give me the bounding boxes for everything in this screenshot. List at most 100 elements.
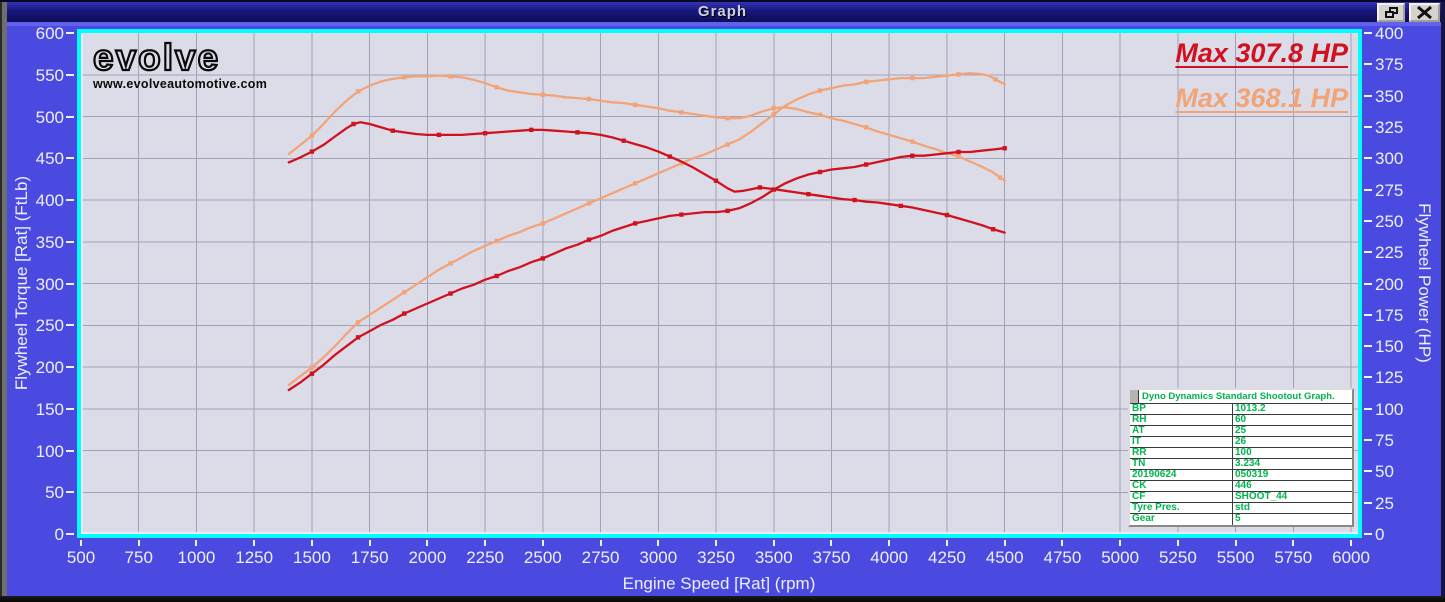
table-row: RR 100: [1130, 448, 1352, 460]
marker-power-red: [771, 187, 776, 192]
x-tick-label: 3000: [639, 548, 678, 567]
x-tick-mark: [541, 540, 544, 546]
table-row-value: 050319: [1235, 470, 1269, 481]
y-left-tick-mark: [66, 324, 74, 327]
y-left-tick-mark: [66, 407, 74, 410]
x-tick-mark: [1350, 540, 1353, 546]
y-right-tick-mark: [1364, 188, 1372, 191]
y-right-tick-mark: [1364, 313, 1372, 316]
marker-power-red: [309, 371, 315, 376]
y-right-tick-mark: [1364, 470, 1372, 473]
marker-torque-salmon: [494, 85, 499, 90]
y-left-tick-mark: [66, 115, 74, 118]
table-row-label: TN: [1130, 459, 1233, 470]
marker-power-salmon: [993, 77, 998, 82]
client-top-highlight: [7, 22, 1441, 26]
y-left-tick-mark: [66, 533, 74, 535]
series-torque-salmon: [287, 74, 1006, 182]
marker-torque-red: [667, 154, 673, 159]
y-right-tick-mark: [1364, 533, 1372, 535]
x-tick-label: 4750: [1043, 548, 1082, 567]
table-row: Gear 5: [1130, 514, 1352, 526]
x-tick-label: 750: [124, 548, 153, 567]
y-left-tick-label: 50: [45, 483, 64, 503]
marker-torque-salmon: [540, 92, 546, 97]
y-left-tick-label: 100: [35, 441, 64, 461]
y-left-tick-label: 400: [35, 191, 64, 210]
y-left-tick-mark: [66, 73, 74, 76]
x-tick-label: 5500: [1216, 548, 1255, 567]
marker-power-salmon: [540, 221, 546, 226]
window-title: Graph: [697, 3, 748, 20]
marker-power-salmon: [956, 72, 961, 77]
table-corner-cell: [1130, 390, 1139, 404]
marker-torque-red: [852, 197, 857, 203]
y-right-tick-label: 300: [1375, 149, 1404, 169]
x-tick-mark: [1292, 540, 1295, 546]
title-bar[interactable]: Graph: [2, 2, 1443, 22]
x-tick-mark: [599, 540, 602, 546]
table-row-label: Gear: [1130, 514, 1233, 526]
max-power-label-red: Max 307.8 HP: [1175, 38, 1348, 68]
x-tick-label: 1250: [235, 548, 274, 567]
marker-torque-salmon: [402, 75, 407, 80]
x-tick-label: 5250: [1158, 548, 1197, 567]
x-tick-mark: [888, 540, 891, 546]
table-row-value: 1013.2: [1235, 404, 1266, 415]
y-left-tick-label: 550: [35, 65, 64, 85]
y-right-tick-label: 375: [1375, 55, 1404, 75]
x-tick-mark: [772, 540, 775, 546]
x-tick-label: 5750: [1274, 548, 1313, 567]
marker-torque-red: [575, 130, 580, 135]
marker-power-salmon: [633, 181, 638, 186]
y-right-tick-mark: [1364, 407, 1372, 410]
marker-power-red: [910, 153, 915, 158]
x-tick-label: 2750: [581, 548, 620, 567]
y-right-tick-label: 100: [1375, 399, 1404, 419]
x-tick-mark: [137, 540, 140, 546]
evolve-logo-url: www.evolveautomotive.com: [93, 77, 268, 91]
x-tick-label: 2500: [523, 548, 562, 567]
table-row-label: CF: [1130, 492, 1233, 503]
x-tick-mark: [657, 540, 660, 546]
y-right-tick-mark: [1364, 219, 1372, 222]
x-tick-mark: [1119, 540, 1122, 546]
y-right-tick-mark: [1364, 439, 1372, 442]
table-row-value: 60: [1235, 415, 1247, 426]
y-right-tick-label: 150: [1375, 337, 1404, 357]
marker-power-salmon: [725, 142, 730, 147]
y-right-tick-label: 225: [1375, 243, 1404, 263]
y-right-tick-label: 50: [1375, 462, 1394, 482]
x-tick-mark: [1061, 540, 1064, 546]
table-row-label: BP: [1130, 404, 1233, 415]
evolve-logo: evolve www.evolveautomotive.com: [92, 38, 268, 91]
x-tick-mark: [945, 540, 948, 546]
y-right-tick-label: 200: [1375, 274, 1404, 294]
window-right-edge: [1441, 2, 1445, 596]
marker-torque-salmon: [633, 102, 638, 108]
x-tick-label: 1000: [177, 548, 216, 567]
restore-icon: [1384, 7, 1398, 18]
run-info-table: Dyno Dynamics Standard Shootout Graph. B…: [1128, 388, 1354, 528]
table-header-text: Dyno Dynamics Standard Shootout Graph.: [1142, 391, 1335, 402]
y-right-tick-label: 25: [1375, 493, 1394, 513]
series-power-salmon: [287, 71, 1006, 387]
close-button[interactable]: [1409, 3, 1440, 22]
x-tick-mark: [80, 540, 82, 546]
marker-torque-salmon: [725, 115, 730, 121]
dyno-chart: [81, 33, 1358, 534]
marker-torque-salmon: [817, 112, 823, 118]
marker-power-red: [355, 335, 361, 340]
marker-torque-salmon: [910, 139, 915, 144]
restore-button[interactable]: [1377, 3, 1405, 22]
x-tick-label: 1500: [293, 548, 331, 567]
y-right-tick-mark: [1364, 376, 1372, 379]
y-right-tick-mark: [1364, 345, 1372, 348]
x-axis-title: Engine Speed [Rat] (rpm): [622, 574, 816, 593]
y-left-tick-label: 300: [35, 274, 64, 294]
window-bottom-edge: [0, 596, 1445, 602]
close-icon: [1417, 5, 1432, 20]
table-row: BP 1013.2: [1130, 404, 1352, 416]
series-torque-red: [287, 121, 1006, 234]
